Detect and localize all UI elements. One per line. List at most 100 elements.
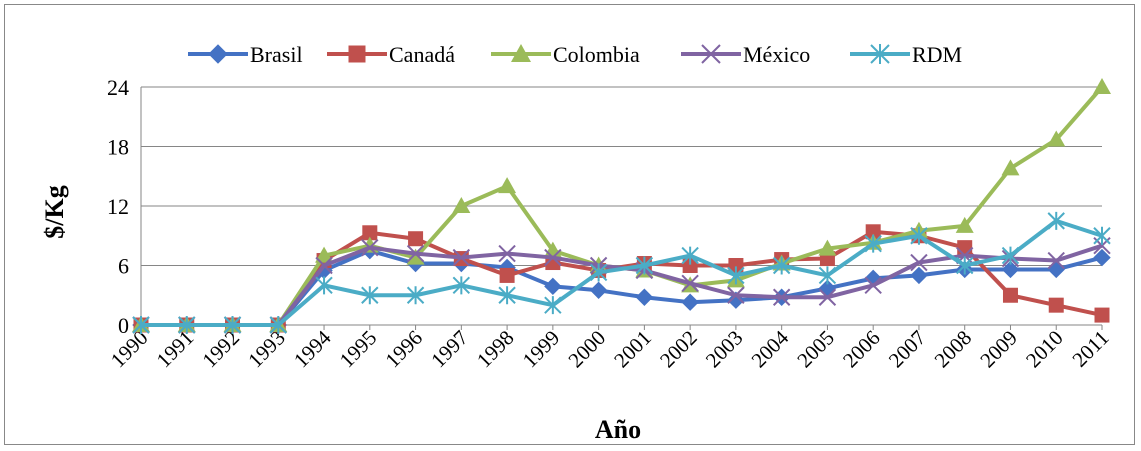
y-tick-label: 12 xyxy=(107,194,129,219)
data-point xyxy=(1001,260,1020,279)
data-point xyxy=(1047,211,1065,230)
data-point xyxy=(681,274,699,293)
data-point xyxy=(589,263,608,282)
x-tick-label: 2005 xyxy=(792,326,839,373)
x-tick-label: 2006 xyxy=(838,326,885,373)
data-point xyxy=(1048,297,1064,313)
data-point xyxy=(681,246,699,265)
data-point xyxy=(910,266,928,285)
data-point xyxy=(864,276,882,295)
data-point xyxy=(957,240,973,256)
data-point xyxy=(544,248,562,267)
legend-label: Canadá xyxy=(389,42,455,67)
data-point xyxy=(870,44,890,64)
series-rdm xyxy=(132,211,1111,334)
legend-item: RDM xyxy=(850,42,962,67)
data-point xyxy=(681,293,699,311)
data-point xyxy=(910,226,928,245)
x-tick-label: 2001 xyxy=(609,326,656,373)
data-point xyxy=(499,267,515,283)
data-point xyxy=(223,316,242,334)
data-point xyxy=(362,225,378,241)
data-point xyxy=(589,281,608,299)
x-tick-label: 2002 xyxy=(655,326,702,373)
data-point xyxy=(1001,159,1020,176)
x-tick-label: 1999 xyxy=(518,326,565,373)
x-tick-label: 2011 xyxy=(1067,326,1113,372)
data-point xyxy=(511,44,531,62)
data-point xyxy=(406,248,425,265)
x-tick-label: 1996 xyxy=(380,326,427,373)
data-point xyxy=(956,256,974,275)
x-tick-label: 1992 xyxy=(197,326,244,373)
x-tick-label: 1997 xyxy=(426,326,473,373)
data-point xyxy=(452,248,471,267)
x-tick-label: 2000 xyxy=(563,326,610,373)
data-point xyxy=(544,277,562,296)
data-point xyxy=(498,177,517,194)
data-point xyxy=(910,253,928,272)
data-point xyxy=(864,234,882,253)
x-tick-label: 1990 xyxy=(106,326,153,373)
legend-label: RDM xyxy=(912,42,962,67)
data-point xyxy=(1047,130,1066,147)
data-point xyxy=(727,266,745,285)
y-axis-title: $/Kg xyxy=(40,185,69,238)
y-tick-label: 24 xyxy=(107,75,129,100)
data-point xyxy=(452,276,471,295)
data-point xyxy=(1047,251,1065,270)
legend-item: Canadá xyxy=(327,42,455,67)
data-point xyxy=(452,197,471,213)
x-tick-label: 2008 xyxy=(930,326,977,373)
data-point xyxy=(1094,307,1110,323)
x-tick-label: 2009 xyxy=(975,326,1022,373)
legend-label: México xyxy=(743,42,810,67)
data-point xyxy=(361,286,379,305)
data-point xyxy=(772,256,791,275)
x-tick-label: 1994 xyxy=(289,325,336,372)
data-point xyxy=(728,258,744,273)
x-tick-label: 2007 xyxy=(884,326,931,373)
data-point xyxy=(701,44,721,64)
x-tick-label: 2010 xyxy=(1021,326,1068,373)
data-point xyxy=(132,316,150,334)
data-point xyxy=(955,216,974,233)
legend-item: Brasil xyxy=(188,42,303,67)
data-point xyxy=(348,45,366,63)
data-point xyxy=(178,316,196,334)
x-tick-label: 2003 xyxy=(701,326,748,373)
data-point xyxy=(682,258,698,273)
data-point xyxy=(772,288,791,306)
data-point xyxy=(208,44,228,64)
legend-label: Brasil xyxy=(250,42,303,67)
x-tick-label: 1993 xyxy=(243,326,290,373)
x-axis-title: Año xyxy=(595,415,641,444)
data-point xyxy=(727,286,745,304)
data-point xyxy=(315,246,334,263)
y-tick-label: 0 xyxy=(118,313,129,338)
data-point xyxy=(818,266,837,285)
series-canadá xyxy=(133,224,1110,333)
chart-frame: 0 6 12 18 24 1990 1991 1992 1993 1994 1995 1996 1997… xyxy=(4,4,1135,445)
legend-label: Colombia xyxy=(553,42,640,67)
y-tick-label: 6 xyxy=(118,254,129,279)
data-point xyxy=(1093,248,1111,267)
data-point xyxy=(635,256,654,275)
x-tick-label: 2004 xyxy=(747,325,794,372)
data-point xyxy=(315,256,333,275)
data-point xyxy=(818,288,837,306)
data-point xyxy=(1093,78,1111,94)
x-tick-label: 1991 xyxy=(152,326,199,373)
data-point xyxy=(315,276,333,295)
data-point xyxy=(406,244,425,263)
series-line xyxy=(141,218,1103,327)
data-point xyxy=(544,296,562,315)
line-chart: 0 6 12 18 24 1990 1991 1992 1993 1994 1995 1996 1997… xyxy=(40,42,1114,444)
data-point xyxy=(361,238,379,257)
data-point xyxy=(865,224,881,240)
data-point xyxy=(406,286,425,305)
x-tick-label: 1998 xyxy=(472,326,519,373)
data-point xyxy=(1002,287,1018,303)
legend-item: Colombia xyxy=(491,42,640,67)
legend-item: México xyxy=(681,42,810,67)
